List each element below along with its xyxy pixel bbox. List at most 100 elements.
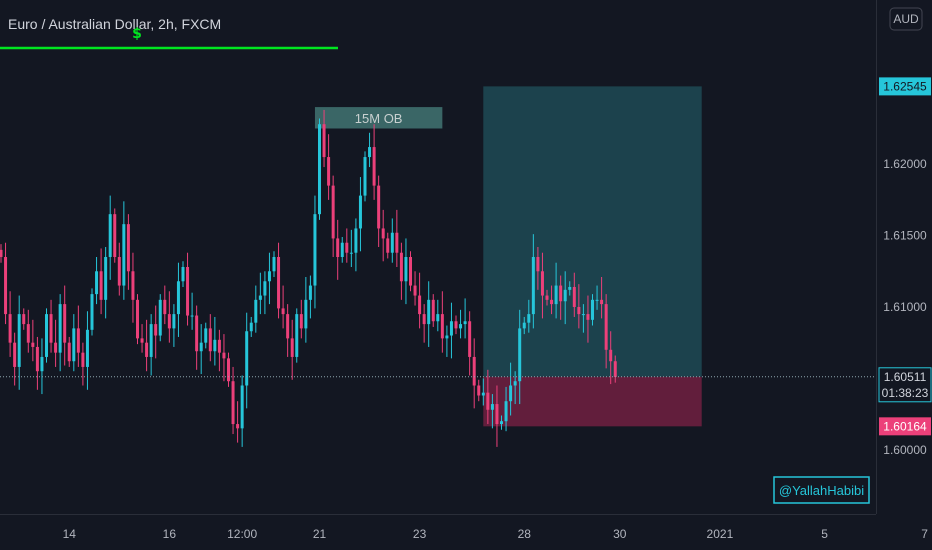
candle-down <box>454 321 458 329</box>
candle-down <box>495 404 499 425</box>
candle-up <box>531 257 535 315</box>
candle-up <box>522 322 526 329</box>
candle-down <box>345 242 349 253</box>
candle-down <box>54 342 58 353</box>
target-price-tag: 1.62545 <box>879 77 931 96</box>
order-block-box[interactable]: 15M OB <box>314 107 443 129</box>
candle-up <box>509 385 513 402</box>
candle-up <box>263 281 267 296</box>
candle-up <box>318 124 321 215</box>
candle-up <box>490 404 494 410</box>
currency-label: AUD <box>893 12 919 26</box>
candle-down <box>140 338 144 343</box>
candle-up <box>17 314 21 367</box>
stop-price-tag: 1.60164 <box>879 417 931 436</box>
candle-down <box>117 257 121 286</box>
candle-up <box>158 299 162 336</box>
candle-down <box>99 271 103 300</box>
candle-up <box>504 401 508 422</box>
candle-up <box>390 232 394 253</box>
candle-down <box>113 214 117 257</box>
candle-up <box>199 342 203 352</box>
candle-down <box>227 358 230 382</box>
candle-up <box>354 228 358 253</box>
candle-up <box>240 385 244 429</box>
candle-up <box>481 392 485 396</box>
candle-down <box>395 232 399 253</box>
candle-down <box>486 392 490 410</box>
candle-up <box>254 299 258 323</box>
candle-down <box>540 271 544 296</box>
time-axis-ticks[interactable]: 14 16 12:00 21 23 28 30 2021 5 7 <box>63 527 929 541</box>
candle-down <box>236 424 240 429</box>
candle-up <box>500 421 503 425</box>
candle-up <box>190 315 194 317</box>
candle-up <box>463 321 467 325</box>
candle-down <box>572 286 576 307</box>
stop-price-tag-bg <box>879 417 931 436</box>
candle-up <box>513 381 517 386</box>
candle-down <box>377 185 381 229</box>
candle-up <box>313 214 317 286</box>
candle-down <box>586 314 590 320</box>
candle-down <box>399 252 403 282</box>
candle-down <box>76 328 80 353</box>
candle-up <box>595 299 599 301</box>
candle-down <box>231 381 235 425</box>
candle-up <box>176 281 180 315</box>
long-position-tool[interactable] <box>483 86 702 427</box>
price-tick-label: 1.61000 <box>883 300 927 314</box>
candle-down <box>13 342 17 367</box>
stop-price-value: 1.60164 <box>883 419 927 433</box>
candle-up <box>349 252 353 254</box>
candle-down <box>126 224 130 272</box>
candle-down <box>409 257 412 286</box>
candle-up <box>563 289 567 302</box>
candle-down <box>22 314 26 325</box>
candle-down <box>63 304 67 343</box>
order-block-rect[interactable] <box>314 107 443 129</box>
chart-title: Euro / Australian Dollar, 2h, FXCM <box>8 16 221 32</box>
price-tick-label: 1.61500 <box>883 229 927 243</box>
candle-up <box>172 314 176 329</box>
candle-up <box>149 324 153 357</box>
candle-up <box>363 157 367 196</box>
candle-up <box>436 314 440 322</box>
time-tick-label: 23 <box>413 527 427 541</box>
candle-down <box>4 257 8 315</box>
candle-down <box>413 285 417 296</box>
candle-up <box>368 147 372 158</box>
candle-down <box>600 299 604 305</box>
candle-down <box>472 356 476 386</box>
candle-up <box>85 329 89 367</box>
currency-button[interactable]: AUD <box>889 7 923 31</box>
candle-down <box>322 124 326 158</box>
candle-down <box>440 314 444 339</box>
candle-down <box>381 228 385 239</box>
candle-up <box>213 339 217 352</box>
candle-up <box>45 314 48 357</box>
candle-up <box>104 257 108 300</box>
time-tick-label: 28 <box>518 527 532 541</box>
candle-down <box>386 238 390 253</box>
candle-up <box>295 314 299 357</box>
candle-down <box>299 314 303 329</box>
candle-up <box>358 195 362 229</box>
candle-down <box>222 352 226 359</box>
candle-down <box>545 295 549 300</box>
candle-up <box>449 321 453 336</box>
time-tick-label: 5 <box>821 527 828 541</box>
candle-down <box>49 314 53 343</box>
price-axis-ticks[interactable]: 1.60000 1.61000 1.61500 1.62000 <box>883 157 927 457</box>
candle-down <box>0 249 3 257</box>
candle-down <box>35 346 39 372</box>
candle-down <box>477 385 481 396</box>
candle-down <box>336 238 340 257</box>
alert-dollar-icon[interactable]: $ <box>132 26 142 42</box>
time-tick-label: 16 <box>163 527 177 541</box>
target-price-value: 1.62545 <box>883 79 927 93</box>
candle-down <box>277 257 281 309</box>
profit-zone[interactable] <box>483 86 702 377</box>
